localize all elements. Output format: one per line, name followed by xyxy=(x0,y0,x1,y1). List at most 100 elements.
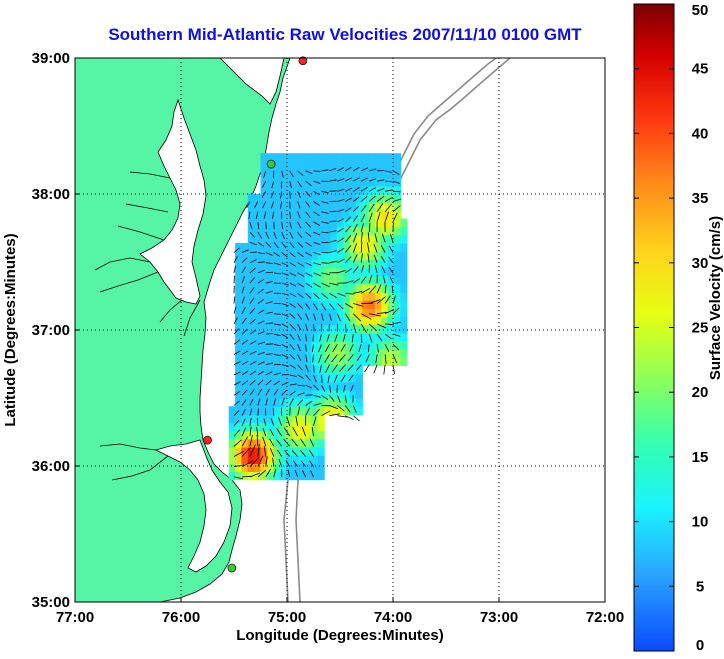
velocity-cell xyxy=(400,283,408,293)
velocity-cell xyxy=(362,275,370,285)
colorbar-tick-label: 0 xyxy=(696,637,704,654)
velocity-vector xyxy=(352,266,359,274)
velocity-cell xyxy=(254,406,262,415)
velocity-vector xyxy=(241,418,246,427)
velocity-cell xyxy=(298,169,306,179)
velocity-vector xyxy=(360,242,363,253)
velocity-cell xyxy=(254,471,262,481)
velocity-cell xyxy=(285,177,293,187)
velocity-vector xyxy=(249,340,257,345)
velocity-vector xyxy=(257,309,265,315)
velocity-cell xyxy=(394,300,402,309)
velocity-cell xyxy=(311,414,319,424)
velocity-vector xyxy=(353,278,361,284)
velocity-vector xyxy=(337,395,341,403)
velocity-cell xyxy=(349,267,357,277)
velocity-cell xyxy=(247,218,255,228)
velocity-cell xyxy=(298,202,306,211)
velocity-vector xyxy=(233,296,236,304)
velocity-vector xyxy=(305,201,311,208)
velocity-cell xyxy=(330,267,338,277)
velocity-cell xyxy=(368,308,376,317)
velocity-cell xyxy=(336,234,344,244)
velocity-cell xyxy=(355,194,363,203)
velocity-cell xyxy=(324,177,332,187)
velocity-vector xyxy=(257,278,265,284)
x-axis-label: Longitude (Degrees:Minutes) xyxy=(236,627,444,644)
velocity-cell xyxy=(285,381,293,391)
velocity-cell xyxy=(400,267,408,277)
velocity-cell xyxy=(343,349,351,358)
velocity-vector xyxy=(257,269,265,274)
velocity-cell xyxy=(394,226,402,236)
velocity-cell xyxy=(273,463,281,473)
velocity-cell xyxy=(235,414,243,424)
velocity-cell xyxy=(273,316,281,326)
velocity-cell xyxy=(305,455,312,464)
velocity-cell xyxy=(387,243,395,252)
velocity-vector xyxy=(308,449,314,457)
velocity-cell xyxy=(279,226,287,236)
velocity-cell xyxy=(375,251,382,260)
velocity-vector xyxy=(310,470,314,478)
velocity-cell xyxy=(305,185,312,195)
velocity-cell xyxy=(400,226,408,236)
velocity-vector xyxy=(256,435,259,447)
velocity-cell xyxy=(285,398,293,407)
velocity-vector xyxy=(352,232,358,243)
velocity-cell xyxy=(235,463,243,473)
velocity-cell xyxy=(387,340,395,350)
station-marker xyxy=(203,435,212,445)
velocity-vector xyxy=(345,197,352,202)
velocity-cell xyxy=(317,283,325,293)
velocity-cell xyxy=(285,251,293,260)
velocity-cell xyxy=(260,226,268,236)
velocity-vector xyxy=(360,276,367,284)
velocity-cell xyxy=(235,357,243,366)
velocity-cell xyxy=(349,283,357,293)
velocity-vector xyxy=(367,242,370,253)
velocity-cell xyxy=(336,202,344,211)
velocity-vector xyxy=(289,323,295,330)
velocity-cell xyxy=(317,169,325,179)
velocity-vector xyxy=(319,364,322,374)
velocity-vector xyxy=(255,211,259,219)
velocity-vector xyxy=(249,417,252,426)
velocity-cell xyxy=(324,406,332,415)
velocity-vector xyxy=(313,402,322,406)
velocity-cell xyxy=(285,324,293,334)
velocity-cell xyxy=(355,218,363,228)
velocity-vector xyxy=(233,419,240,427)
velocity-cell xyxy=(285,463,293,473)
velocity-cell xyxy=(349,177,357,187)
velocity-vector xyxy=(289,221,293,230)
velocity-vector xyxy=(324,354,330,363)
velocity-cell xyxy=(260,218,268,228)
velocity-vector xyxy=(300,438,306,447)
velocity-cell xyxy=(317,194,325,203)
velocity-cell xyxy=(368,234,376,244)
velocity-cell xyxy=(235,267,243,277)
velocity-cell xyxy=(381,332,389,342)
velocity-cell xyxy=(317,373,325,383)
velocity-cell xyxy=(305,447,312,456)
velocity-cell xyxy=(336,177,344,187)
velocity-cell xyxy=(247,251,255,260)
velocity-cell xyxy=(387,226,395,236)
velocity-cell xyxy=(317,422,325,432)
velocity-cell xyxy=(317,398,325,407)
velocity-cell xyxy=(292,275,300,285)
velocity-cell xyxy=(273,438,281,448)
velocity-vector xyxy=(273,262,281,266)
velocity-cell xyxy=(336,161,344,171)
velocity-cell xyxy=(305,463,312,473)
velocity-cell xyxy=(292,267,300,277)
velocity-cell xyxy=(311,185,319,195)
velocity-vector xyxy=(345,187,353,192)
velocity-cell xyxy=(241,381,249,391)
velocity-cell xyxy=(241,340,249,350)
velocity-vector xyxy=(384,333,392,340)
velocity-cell xyxy=(241,324,249,334)
velocity-vector xyxy=(305,364,309,372)
velocity-cell xyxy=(362,161,370,171)
